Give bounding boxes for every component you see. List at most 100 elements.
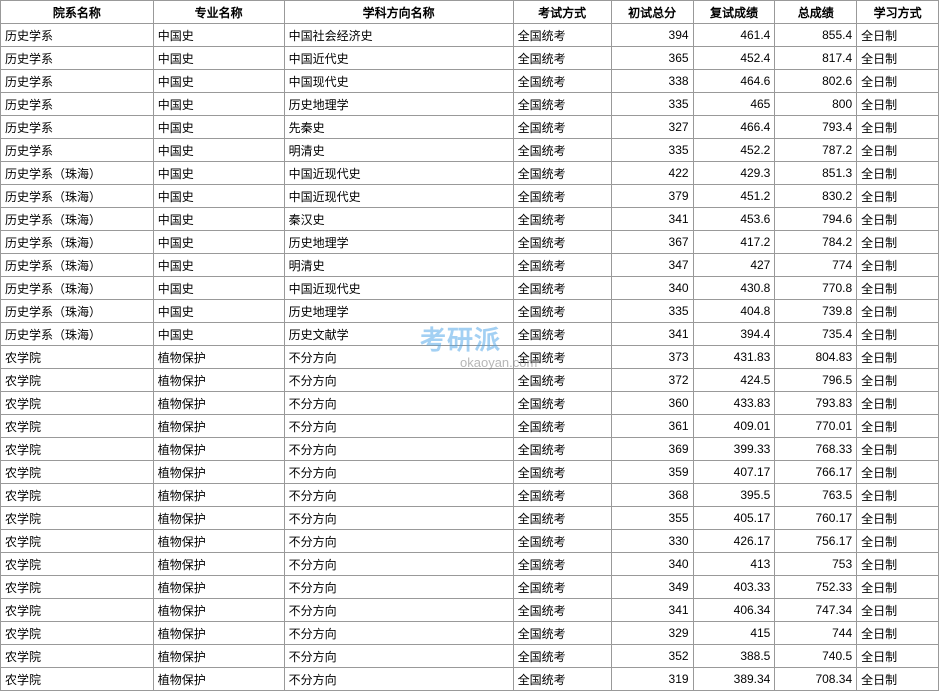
table-row: 农学院植物保护不分方向全国统考349403.33752.33全日制 xyxy=(1,576,939,599)
table-cell: 全国统考 xyxy=(513,70,611,93)
table-cell: 不分方向 xyxy=(284,645,513,668)
table-cell: 中国史 xyxy=(153,162,284,185)
table-cell: 农学院 xyxy=(1,484,154,507)
table-cell: 中国史 xyxy=(153,231,284,254)
table-cell: 760.17 xyxy=(775,507,857,530)
table-cell: 753 xyxy=(775,553,857,576)
table-row: 历史学系（珠海）中国史历史地理学全国统考335404.8739.8全日制 xyxy=(1,300,939,323)
table-row: 农学院植物保护不分方向全国统考369399.33768.33全日制 xyxy=(1,438,939,461)
table-cell: 全日制 xyxy=(857,622,939,645)
table-cell: 415 xyxy=(693,622,775,645)
table-cell: 农学院 xyxy=(1,461,154,484)
table-cell: 历史学系（珠海） xyxy=(1,162,154,185)
table-cell: 历史学系（珠海） xyxy=(1,185,154,208)
table-cell: 农学院 xyxy=(1,415,154,438)
table-cell: 464.6 xyxy=(693,70,775,93)
table-cell: 中国史 xyxy=(153,139,284,162)
col-header: 学习方式 xyxy=(857,1,939,24)
table-cell: 历史学系 xyxy=(1,70,154,93)
table-cell: 465 xyxy=(693,93,775,116)
table-cell: 461.4 xyxy=(693,24,775,47)
table-cell: 全日制 xyxy=(857,277,939,300)
table-cell: 农学院 xyxy=(1,392,154,415)
table-cell: 405.17 xyxy=(693,507,775,530)
table-cell: 全国统考 xyxy=(513,484,611,507)
table-cell: 784.2 xyxy=(775,231,857,254)
table-cell: 植物保护 xyxy=(153,576,284,599)
table-cell: 全日制 xyxy=(857,415,939,438)
table-cell: 466.4 xyxy=(693,116,775,139)
table-cell: 明清史 xyxy=(284,254,513,277)
table-cell: 744 xyxy=(775,622,857,645)
table-row: 农学院植物保护不分方向全国统考319389.34708.34全日制 xyxy=(1,668,939,691)
table-cell: 338 xyxy=(611,70,693,93)
table-cell: 全国统考 xyxy=(513,599,611,622)
table-cell: 中国史 xyxy=(153,254,284,277)
table-cell: 植物保护 xyxy=(153,461,284,484)
table-cell: 800 xyxy=(775,93,857,116)
col-header: 院系名称 xyxy=(1,1,154,24)
table-row: 农学院植物保护不分方向全国统考330426.17756.17全日制 xyxy=(1,530,939,553)
table-cell: 335 xyxy=(611,93,693,116)
table-cell: 802.6 xyxy=(775,70,857,93)
table-cell: 全国统考 xyxy=(513,645,611,668)
table-cell: 历史学系 xyxy=(1,24,154,47)
table-cell: 历史学系（珠海） xyxy=(1,231,154,254)
table-cell: 植物保护 xyxy=(153,507,284,530)
table-cell: 历史学系 xyxy=(1,116,154,139)
table-cell: 农学院 xyxy=(1,438,154,461)
table-header-row: 院系名称专业名称学科方向名称考试方式初试总分复试成绩总成绩学习方式 xyxy=(1,1,939,24)
table-cell: 不分方向 xyxy=(284,415,513,438)
table-cell: 365 xyxy=(611,47,693,70)
table-row: 历史学系中国史中国近代史全国统考365452.4817.4全日制 xyxy=(1,47,939,70)
table-cell: 全日制 xyxy=(857,47,939,70)
table-row: 农学院植物保护不分方向全国统考361409.01770.01全日制 xyxy=(1,415,939,438)
table-cell: 426.17 xyxy=(693,530,775,553)
table-cell: 中国史 xyxy=(153,24,284,47)
table-row: 农学院植物保护不分方向全国统考373431.83804.83全日制 xyxy=(1,346,939,369)
table-cell: 全日制 xyxy=(857,645,939,668)
table-cell: 327 xyxy=(611,116,693,139)
table-cell: 全国统考 xyxy=(513,231,611,254)
table-cell: 中国现代史 xyxy=(284,70,513,93)
table-cell: 372 xyxy=(611,369,693,392)
table-cell: 全日制 xyxy=(857,70,939,93)
table-row: 历史学系中国史中国现代史全国统考338464.6802.6全日制 xyxy=(1,70,939,93)
table-cell: 全日制 xyxy=(857,162,939,185)
table-cell: 全日制 xyxy=(857,484,939,507)
table-cell: 347 xyxy=(611,254,693,277)
table-cell: 中国史 xyxy=(153,70,284,93)
table-cell: 中国史 xyxy=(153,47,284,70)
table-cell: 422 xyxy=(611,162,693,185)
table-cell: 409.01 xyxy=(693,415,775,438)
table-cell: 429.3 xyxy=(693,162,775,185)
col-header: 复试成绩 xyxy=(693,1,775,24)
table-cell: 全日制 xyxy=(857,438,939,461)
table-cell: 341 xyxy=(611,599,693,622)
table-cell: 全国统考 xyxy=(513,622,611,645)
table-cell: 全日制 xyxy=(857,24,939,47)
table-cell: 830.2 xyxy=(775,185,857,208)
table-cell: 427 xyxy=(693,254,775,277)
table-cell: 全日制 xyxy=(857,300,939,323)
table-cell: 368 xyxy=(611,484,693,507)
table-cell: 740.5 xyxy=(775,645,857,668)
table-cell: 全国统考 xyxy=(513,47,611,70)
table-cell: 历史学系 xyxy=(1,47,154,70)
table-cell: 330 xyxy=(611,530,693,553)
table-cell: 全国统考 xyxy=(513,323,611,346)
table-row: 历史学系（珠海）中国史历史地理学全国统考367417.2784.2全日制 xyxy=(1,231,939,254)
table-cell: 379 xyxy=(611,185,693,208)
table-cell: 历史学系（珠海） xyxy=(1,323,154,346)
table-cell: 中国近现代史 xyxy=(284,162,513,185)
table-cell: 全日制 xyxy=(857,530,939,553)
table-cell: 不分方向 xyxy=(284,599,513,622)
table-cell: 394.4 xyxy=(693,323,775,346)
table-row: 历史学系中国史明清史全国统考335452.2787.2全日制 xyxy=(1,139,939,162)
table-cell: 中国近现代史 xyxy=(284,185,513,208)
table-cell: 不分方向 xyxy=(284,553,513,576)
table-cell: 全国统考 xyxy=(513,668,611,691)
table-cell: 403.33 xyxy=(693,576,775,599)
table-cell: 农学院 xyxy=(1,507,154,530)
table-cell: 774 xyxy=(775,254,857,277)
